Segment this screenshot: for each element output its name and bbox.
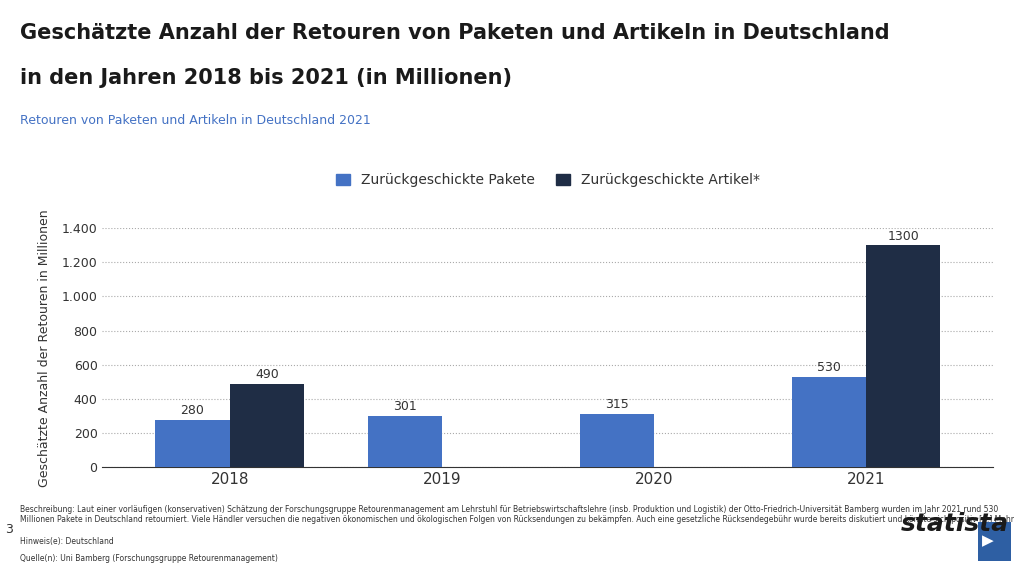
Bar: [580, 414, 654, 467]
Text: 490: 490: [255, 368, 279, 381]
Text: 315: 315: [605, 398, 629, 411]
Y-axis label: Geschätzte Anzahl der Retouren in Millionen: Geschätzte Anzahl der Retouren in Millio…: [38, 209, 50, 487]
Text: 1300: 1300: [887, 230, 919, 242]
Text: 530: 530: [817, 361, 841, 374]
Text: statista: statista: [901, 512, 1010, 536]
Text: in den Jahren 2018 bis 2021 (in Millionen): in den Jahren 2018 bis 2021 (in Millione…: [20, 68, 512, 88]
Bar: [229, 384, 304, 467]
Text: ▶: ▶: [982, 533, 993, 548]
Text: 280: 280: [180, 404, 205, 417]
Text: 3: 3: [5, 523, 13, 536]
Bar: [368, 416, 441, 467]
Text: Geschätzte Anzahl der Retouren von Paketen und Artikeln in Deutschland: Geschätzte Anzahl der Retouren von Paket…: [20, 23, 890, 43]
Text: Hinweis(e): Deutschland: Hinweis(e): Deutschland: [20, 537, 115, 545]
Text: Quelle(n): Uni Bamberg (Forschungsgruppe Retourenmanagement): Quelle(n): Uni Bamberg (Forschungsgruppe…: [20, 553, 279, 563]
Text: Beschreibung: Laut einer vorläufigen (konservativen) Schätzung der Forschungsgru: Beschreibung: Laut einer vorläufigen (ko…: [20, 505, 1015, 524]
Text: 301: 301: [393, 400, 417, 413]
Bar: [156, 420, 229, 467]
Legend: Zurückgeschickte Pakete, Zurückgeschickte Artikel*: Zurückgeschickte Pakete, Zurückgeschickt…: [331, 168, 765, 193]
Bar: [866, 245, 940, 467]
Bar: [792, 377, 866, 467]
Text: Retouren von Paketen und Artikeln in Deutschland 2021: Retouren von Paketen und Artikeln in Deu…: [20, 114, 372, 127]
